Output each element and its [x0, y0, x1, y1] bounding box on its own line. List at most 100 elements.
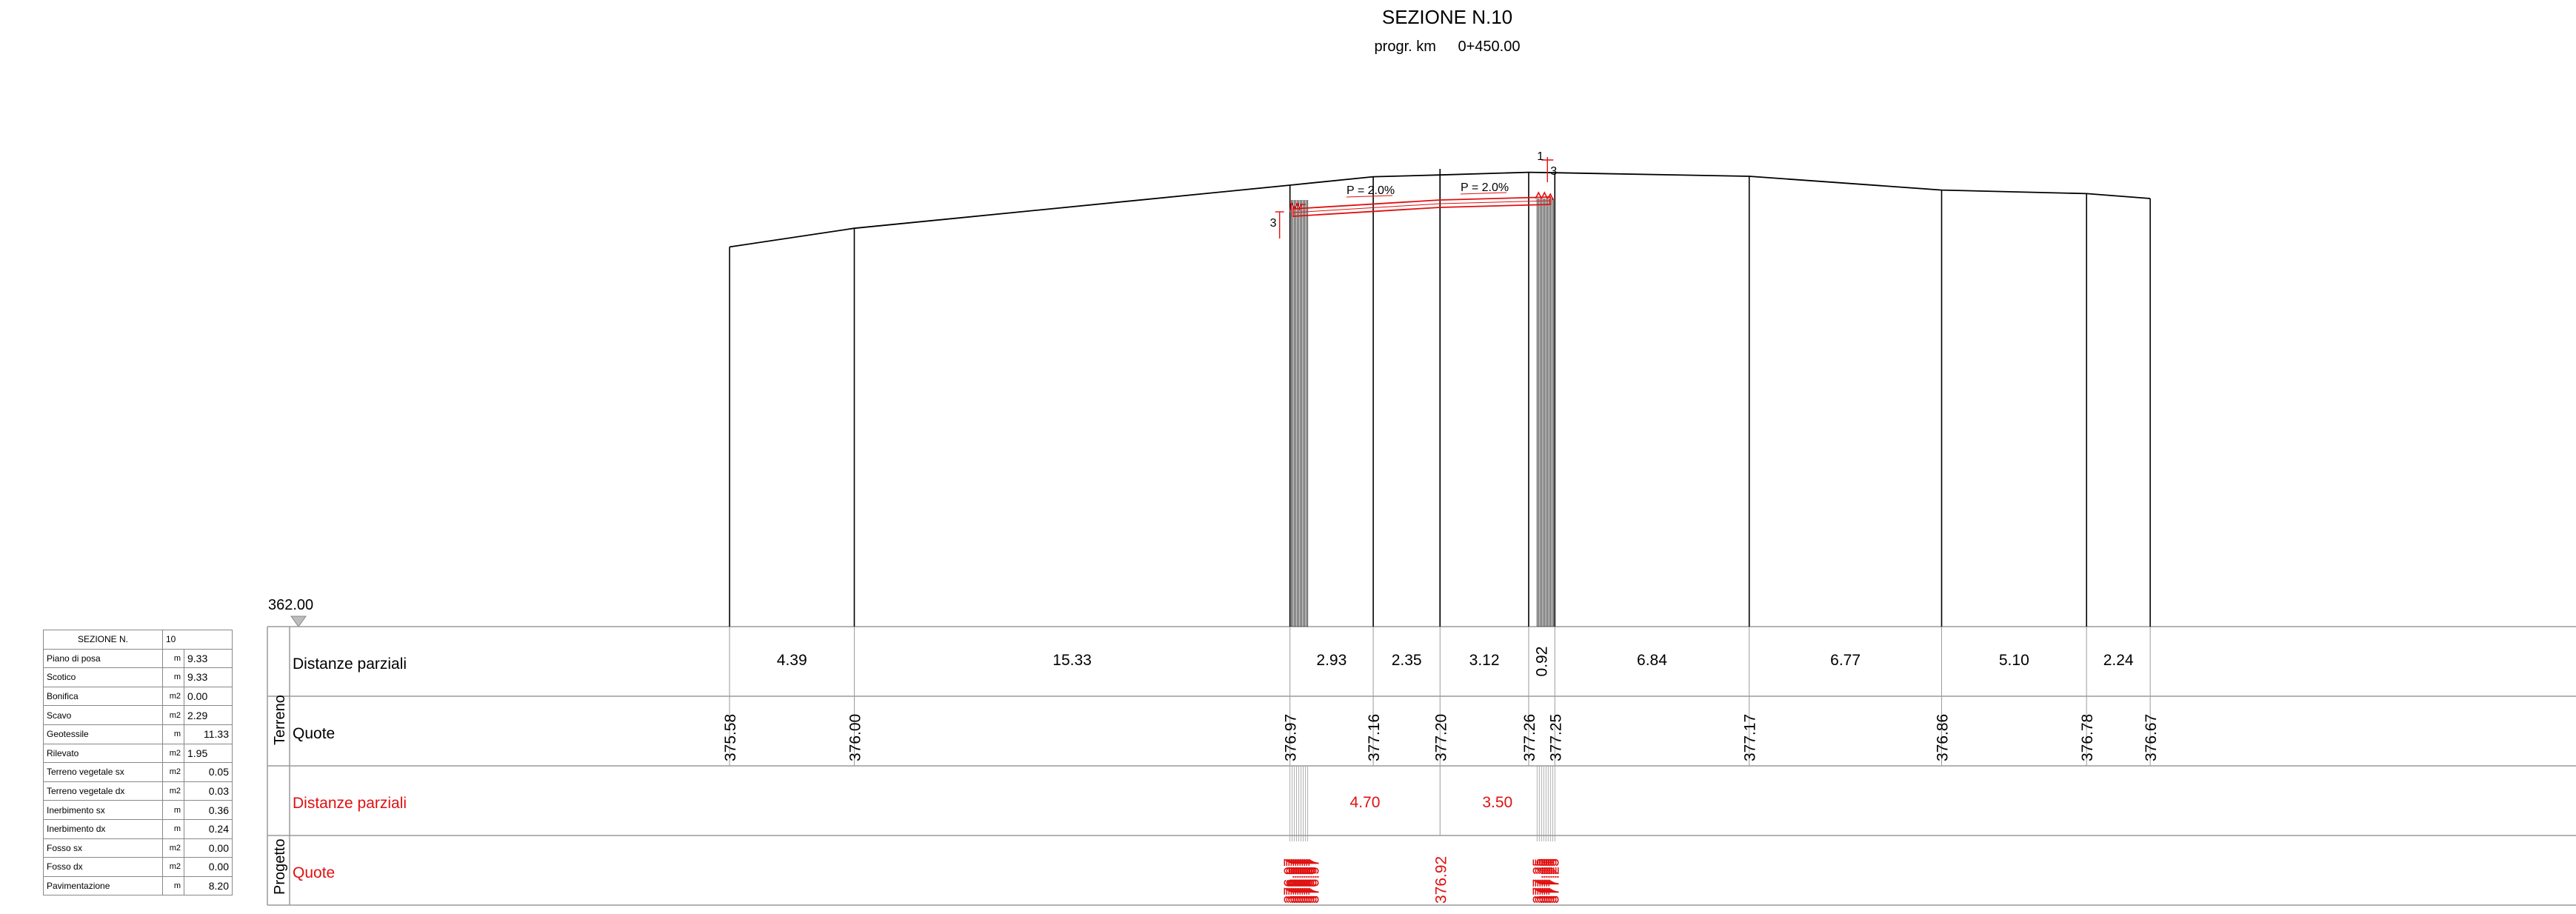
summary-row: Pavimentazione m 8.20: [43, 875, 233, 896]
summary-row-label: Bonifica: [43, 686, 163, 707]
slope-right-underline: [1460, 192, 1507, 195]
summary-row-unit: m: [162, 800, 184, 820]
project-edge-quote-left: 376.97: [1304, 858, 1321, 904]
terrain-quote: 376.00: [847, 714, 864, 761]
terrain-quote: 377.26: [1521, 714, 1538, 761]
terrain-partial-distance: 15.33: [1052, 652, 1092, 669]
summary-row-value: 2.29: [184, 705, 233, 725]
summary-row-label: Terreno vegetale sx: [43, 762, 163, 782]
project-edge-quote-right: 377.25: [1546, 858, 1562, 904]
summary-row-label: Terreno vegetale dx: [43, 781, 163, 801]
summary-row: Bonifica m2 0.00: [43, 686, 233, 707]
summary-row-label: Pavimentazione: [43, 875, 163, 896]
terrain-partial-distance: 6.84: [1637, 652, 1667, 669]
summary-row: Inerbimento sx m 0.36: [43, 800, 233, 820]
project-partial-distance: 3.50: [1482, 794, 1512, 811]
summary-row-unit: m2: [162, 857, 184, 877]
summary-row-unit: m: [162, 875, 184, 896]
summary-row-value: 0.24: [184, 818, 233, 839]
right-kerb-mark: [1535, 191, 1554, 201]
summary-row-label: Scotico: [43, 667, 163, 687]
summary-row-label: Scavo: [43, 705, 163, 725]
summary-row-unit: m2: [162, 762, 184, 782]
scarp-ratio-left: 3: [1270, 217, 1277, 230]
summary-row-unit: m2: [162, 686, 184, 707]
summary-row-value: 1.95: [184, 743, 233, 764]
summary-row-unit: m: [162, 724, 184, 744]
summary-row-label: Inerbimento dx: [43, 818, 163, 839]
summary-row: Geotessile m 11.33: [43, 724, 233, 744]
terrain-partial-distance: 0.92: [1534, 647, 1551, 677]
summary-row-label: Inerbimento sx: [43, 800, 163, 820]
reference-marker-icon: [290, 616, 307, 627]
terrain-layer: [729, 169, 2151, 627]
project-edge-quote-left: 376.97: [1284, 858, 1301, 904]
summary-row-value: 0.00: [184, 686, 233, 707]
summary-row-value: 0.05: [184, 762, 233, 782]
summary-row-unit: m2: [162, 781, 184, 801]
terrain-partial-distance: 3.12: [1469, 652, 1500, 669]
slope-left-label: P = 2.0%: [1347, 184, 1395, 197]
terrain-quote: 377.25: [1547, 714, 1564, 761]
summary-row: Inerbimento dx m 0.24: [43, 818, 233, 839]
terrain-partial-distance: 2.93: [1316, 652, 1347, 669]
summary-row-unit: m: [162, 667, 184, 687]
project-edge-quote-left: 376.97: [1287, 858, 1303, 904]
project-layer: P = 2.0% P = 2.0%313: [1270, 150, 1557, 238]
project-edge-quote-left: 376.97: [1293, 858, 1309, 904]
terrain-quote: 377.20: [1432, 714, 1449, 761]
summary-row-value: 9.33: [184, 648, 233, 669]
summary-row-value: 0.36: [184, 800, 233, 820]
project-edge-quote-left: 376.97: [1289, 858, 1305, 904]
summary-row-value: 0.03: [184, 781, 233, 801]
summary-row-unit: m2: [162, 743, 184, 764]
summary-row: Terreno vegetale dx m2 0.03: [43, 781, 233, 801]
section-title: SEZIONE N.10: [1381, 6, 1513, 28]
summary-row-label: Fosso sx: [43, 838, 163, 858]
terrain-partial-distance: 4.39: [777, 652, 807, 669]
summary-row-label: Geotessile: [43, 724, 163, 744]
summary-row-value: 9.33: [184, 667, 233, 687]
summary-row: Piano di posa m 9.33: [43, 648, 233, 669]
progressive-km: progr. km 0+450.00: [1200, 39, 1695, 56]
project-edge-quote-left: 376.97: [1298, 858, 1314, 904]
project-edge-quote-right: 377.25: [1541, 858, 1558, 904]
terrain-quote: 376.78: [2079, 714, 2096, 761]
progressive-value: 0+450.00: [1458, 39, 1521, 55]
slope-left-underline: [1346, 195, 1393, 198]
row-label-progetto-distanze: Distanze parziali: [293, 795, 407, 812]
project-edge-quote-left: 376.97: [1302, 858, 1318, 904]
terrain-quote: 375.58: [722, 714, 739, 761]
summary-row-unit: m: [162, 818, 184, 839]
project-edge-quote-right: 377.25: [1537, 858, 1553, 904]
terrain-partial-distance: 6.77: [1830, 652, 1861, 669]
row-label-terreno-quote: Quote: [293, 725, 335, 742]
project-edge-quote-right: 377.25: [1544, 858, 1560, 904]
summary-row: Scavo m2 2.29: [43, 705, 233, 725]
summary-row: Fosso sx m2 0.00: [43, 838, 233, 858]
summary-header-label: SEZIONE N.: [43, 630, 163, 650]
row-label-progetto-quote: Quote: [293, 864, 335, 881]
summary-row-value: 0.00: [184, 857, 233, 877]
progressive-label: progr. km: [1374, 39, 1436, 55]
terrain-partial-distance: 2.35: [1392, 652, 1422, 669]
group-label-terreno: Terreno: [272, 695, 288, 745]
band-grid: [267, 626, 2576, 906]
project-partial-distance: 4.70: [1350, 794, 1381, 811]
summary-header-value: 10: [162, 630, 233, 650]
summary-table: SEZIONE N. 10 Piano di posa m 9.33 Scotico m…: [43, 630, 233, 896]
project-edge-quote-left: 376.97: [1300, 858, 1316, 904]
summary-row-value: 0.00: [184, 838, 233, 858]
row-label-terreno-distanze: Distanze parziali: [293, 656, 407, 673]
summary-row: Terreno vegetale sx m2 0.05: [43, 762, 233, 782]
summary-row-value: 8.20: [184, 875, 233, 896]
summary-row-label: Rilevato: [43, 743, 163, 764]
band-values-layer: 4.39 15.33 2.93 2.35 3.12 0.92 6.84 6.77 5.10 2.2…: [722, 627, 2160, 904]
terrain-partial-distance: 2.24: [2103, 652, 2134, 669]
scarp-ratio-right-v: 3: [1550, 165, 1557, 178]
project-edge-quote-left: 376.97: [1307, 858, 1323, 904]
project-road-outline: [1292, 196, 1552, 217]
summary-row-unit: m2: [162, 705, 184, 725]
summary-row-unit: m: [162, 648, 184, 669]
